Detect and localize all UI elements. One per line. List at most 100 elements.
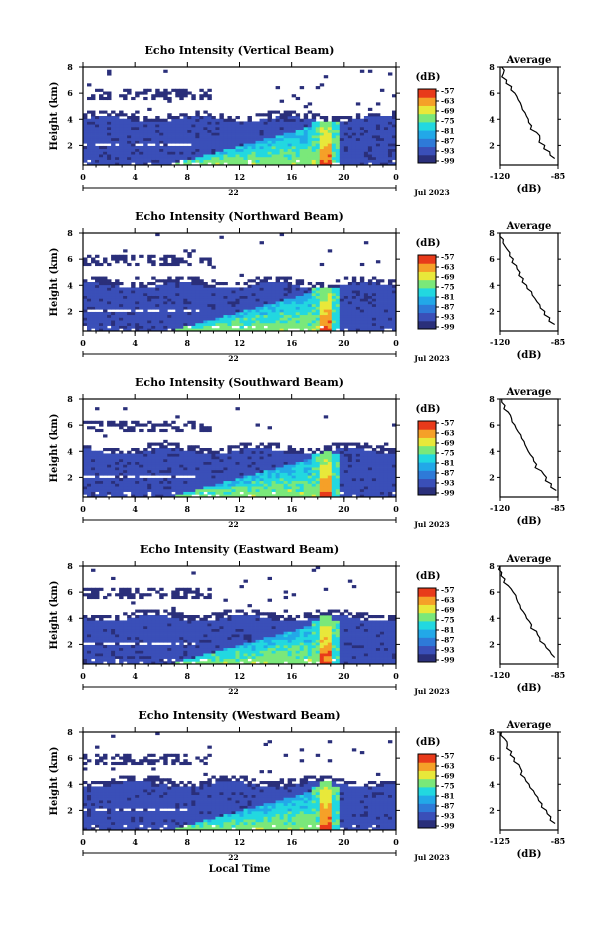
panel-3: Echo Intensity (Southward Beam)2468Heigh… xyxy=(49,376,565,529)
heatmap-cell xyxy=(159,483,164,487)
heatmap-cell xyxy=(323,151,329,155)
heatmap-cell xyxy=(331,159,337,163)
avg-x-tick-label: -120 xyxy=(490,503,510,513)
heatmap-cell xyxy=(227,287,232,291)
heatmap-cell xyxy=(127,262,132,267)
heatmap-cell xyxy=(103,469,108,473)
heatmap-cell xyxy=(283,461,289,465)
heatmap-cell xyxy=(371,475,377,479)
heatmap-cell xyxy=(347,156,353,160)
heatmap-cell xyxy=(155,287,160,291)
heatmap-cell xyxy=(343,156,349,160)
heatmap-cell xyxy=(235,303,240,307)
heatmap-cell xyxy=(331,303,337,307)
heatmap-cell xyxy=(115,284,120,288)
heatmap-cell xyxy=(95,159,100,163)
heatmap-cell xyxy=(259,290,264,294)
heatmap-cell xyxy=(259,491,264,495)
heatmap-cell xyxy=(143,96,148,101)
heatmap-cell xyxy=(247,118,252,122)
heatmap-cell xyxy=(219,488,224,492)
heatmap-cell xyxy=(195,143,200,147)
heatmap-cell xyxy=(367,461,373,465)
heatmap-cell xyxy=(275,137,281,141)
heatmap-cell xyxy=(115,322,120,326)
heatmap-cell xyxy=(335,279,341,283)
heatmap-cell xyxy=(111,290,116,294)
heatmap-cell xyxy=(255,480,260,484)
heatmap-cell xyxy=(207,132,212,136)
heatmap-cell xyxy=(215,472,220,476)
heatmap-cell xyxy=(139,295,144,299)
heatmap-cell xyxy=(83,287,88,291)
heatmap-cell xyxy=(131,420,136,424)
heatmap-cell xyxy=(143,655,148,659)
heatmap-cell xyxy=(171,320,176,324)
heatmap-cell xyxy=(167,121,172,125)
heatmap-cell xyxy=(375,458,381,463)
heatmap-cell xyxy=(239,156,244,160)
heatmap-cell xyxy=(387,292,393,297)
heatmap-cell xyxy=(383,143,389,147)
heatmap-cell xyxy=(147,483,152,487)
heatmap-cell xyxy=(323,467,329,471)
heatmap-cell xyxy=(191,159,196,163)
heatmap-cell xyxy=(255,423,260,427)
heatmap-cell xyxy=(235,132,240,136)
heatmap-cell xyxy=(99,644,104,649)
heatmap-cell xyxy=(275,445,281,449)
heatmap-cell xyxy=(191,276,196,280)
heatmap-cell xyxy=(375,480,381,484)
heatmap-cell xyxy=(335,306,341,310)
heatmap-cell xyxy=(295,116,301,120)
heatmap-cell xyxy=(231,322,236,326)
heatmap-cell xyxy=(367,151,373,155)
heatmap-cell xyxy=(299,491,305,495)
heatmap-cell xyxy=(255,282,260,286)
heatmap-cell xyxy=(335,486,341,490)
heatmap-cell xyxy=(307,317,313,321)
heatmap-cell xyxy=(135,159,140,163)
heatmap-cell xyxy=(383,290,389,294)
heatmap-cell xyxy=(287,475,293,479)
heatmap-cell xyxy=(315,480,321,484)
heatmap-cell xyxy=(227,129,232,133)
heatmap-cell xyxy=(303,287,309,291)
heatmap-cell xyxy=(387,151,393,155)
heatmap-cell xyxy=(207,143,212,147)
heatmap-cell xyxy=(115,617,120,621)
colorbar-segment xyxy=(418,453,436,463)
heatmap-cell xyxy=(235,328,240,332)
heatmap-cell xyxy=(279,475,285,479)
heatmap-cell xyxy=(323,453,329,457)
heatmap-cell xyxy=(383,148,389,152)
heatmap-cell xyxy=(271,314,277,318)
heatmap-cell xyxy=(91,464,96,468)
heatmap-cell xyxy=(223,135,228,139)
heatmap-cell xyxy=(227,480,232,484)
heatmap-cell xyxy=(127,328,132,332)
heatmap-cell xyxy=(299,456,305,460)
heatmap-cell xyxy=(275,295,281,299)
colorbar-tick-label: -99 xyxy=(441,157,455,166)
heatmap-cell xyxy=(315,491,321,495)
y-tick-label: 6 xyxy=(67,88,73,98)
heatmap-cell xyxy=(147,121,152,125)
heatmap-cell xyxy=(331,317,337,321)
heatmap-cell xyxy=(367,303,373,307)
heatmap-cell xyxy=(255,156,260,160)
heatmap-cell xyxy=(111,483,116,487)
heatmap-cell xyxy=(163,486,168,490)
heatmap-cell xyxy=(267,328,272,332)
heatmap-cell xyxy=(95,124,100,128)
heatmap-cell xyxy=(331,156,337,160)
heatmap-cell xyxy=(271,486,277,490)
heatmap-cell xyxy=(379,143,385,147)
heatmap-cell xyxy=(107,262,112,267)
heatmap-cell xyxy=(175,483,180,487)
heatmap-cell xyxy=(207,491,212,495)
heatmap-cell xyxy=(175,477,180,482)
heatmap-cell xyxy=(231,156,236,160)
heatmap-cell xyxy=(347,306,353,310)
heatmap-cell xyxy=(215,328,220,332)
